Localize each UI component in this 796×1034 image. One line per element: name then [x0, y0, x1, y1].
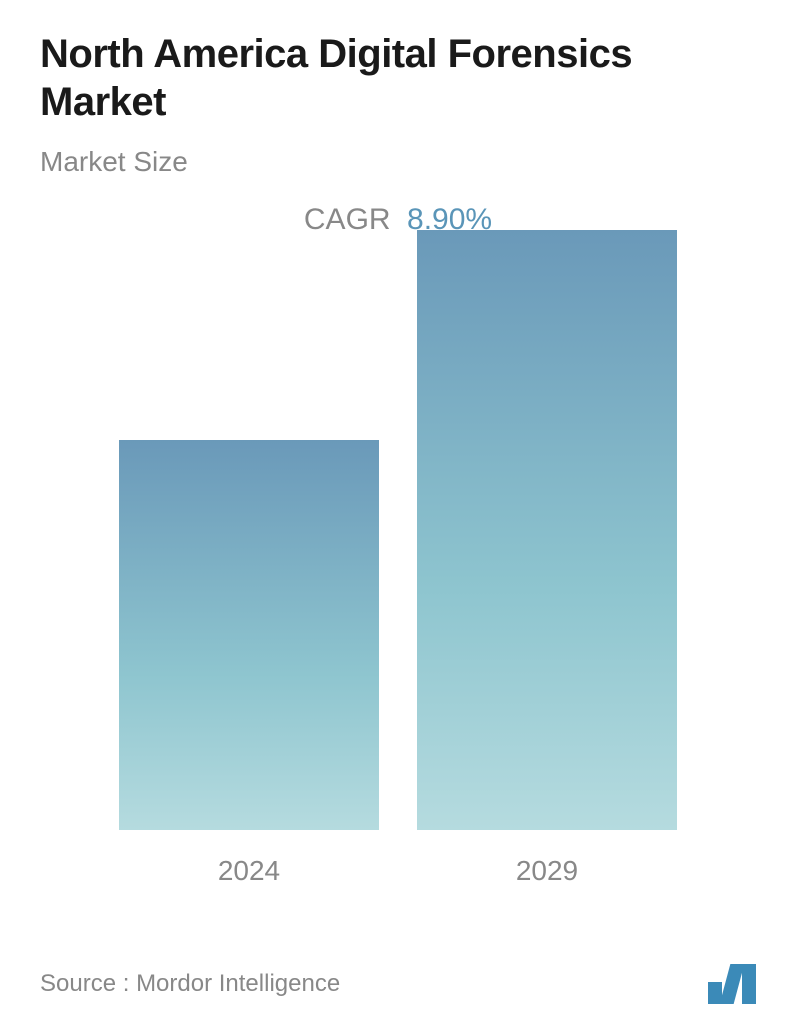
bar-2029	[417, 230, 677, 830]
chart-subtitle: Market Size	[40, 146, 756, 178]
source-label: Source :	[40, 970, 129, 997]
bar-label: 2024	[218, 855, 280, 887]
source-value: Mordor Intelligence	[136, 970, 340, 997]
cagr-label: CAGR	[304, 203, 391, 236]
bar-group: 2024	[119, 440, 379, 887]
source-text: Source : Mordor Intelligence	[40, 970, 340, 998]
chart-footer: Source : Mordor Intelligence	[40, 964, 756, 1004]
mordor-logo-icon	[708, 964, 756, 1004]
bar-group: 2029	[417, 230, 677, 887]
chart-title: North America Digital Forensics Market	[40, 30, 756, 126]
bar-2024	[119, 440, 379, 830]
bar-label: 2029	[516, 855, 578, 887]
bar-chart: 2024 2029	[40, 287, 756, 887]
